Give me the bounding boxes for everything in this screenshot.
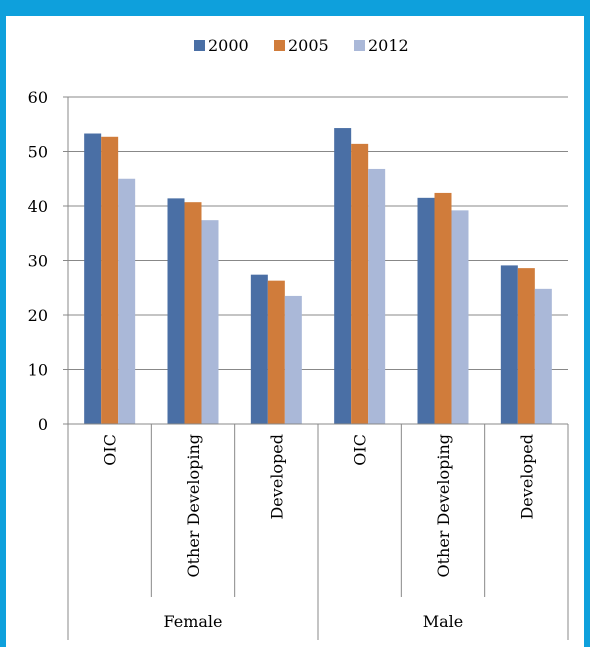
y-tick-label: 50	[28, 143, 48, 162]
y-tick-label: 20	[28, 306, 48, 325]
category-label: OIC	[101, 434, 120, 466]
category-label: OIC	[351, 434, 370, 466]
legend-swatch	[354, 40, 365, 51]
category-label: Developed	[517, 434, 536, 520]
x-axis: OIC Other Developing Developed OIC Other Dev…	[67, 423, 569, 640]
bar	[118, 178, 136, 424]
bar	[201, 220, 219, 424]
bar	[500, 265, 518, 424]
y-tick-label: 60	[28, 88, 48, 107]
category-label: Other Developing	[434, 434, 453, 578]
legend-label: 2000	[208, 36, 249, 55]
bar	[517, 268, 535, 424]
y-axis: 0 10 20 30 40 50 60	[28, 88, 69, 434]
legend: 2000 2005 2012	[194, 36, 409, 55]
y-tick-label: 40	[28, 197, 48, 216]
legend-label: 2005	[288, 36, 329, 55]
group-label: Male	[423, 612, 464, 631]
gridlines	[68, 96, 568, 370]
bar	[167, 198, 185, 424]
bar	[184, 202, 202, 424]
group-label: Female	[164, 612, 223, 631]
category-label: Other Developing	[184, 434, 203, 578]
bar	[534, 288, 552, 424]
legend-label: 2012	[368, 36, 409, 55]
bar	[417, 197, 435, 424]
bar	[267, 280, 285, 424]
bar	[284, 295, 302, 424]
bar	[368, 168, 386, 424]
y-tick-label: 30	[28, 252, 48, 271]
bar	[101, 136, 119, 424]
header-bar	[0, 0, 590, 16]
y-tick-label: 0	[38, 415, 48, 434]
bar	[351, 143, 369, 424]
legend-swatch	[194, 40, 205, 51]
bar	[451, 210, 469, 424]
y-tick-label: 10	[28, 361, 48, 380]
bar	[84, 133, 102, 424]
legend-swatch	[274, 40, 285, 51]
category-label: Developed	[267, 434, 286, 520]
bar	[250, 274, 268, 424]
bar	[334, 128, 352, 424]
bars	[84, 128, 552, 424]
frame-right-border	[584, 0, 590, 647]
bar	[434, 192, 452, 424]
frame-left-border	[0, 0, 6, 647]
